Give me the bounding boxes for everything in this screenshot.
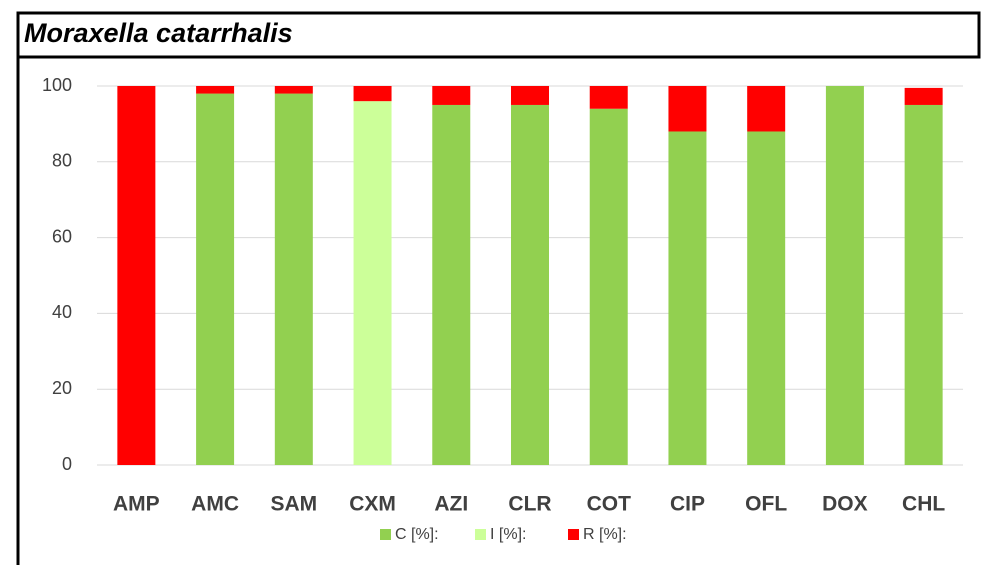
bar-segment (668, 131, 707, 466)
x-tick-label: COT (587, 493, 632, 516)
x-tick-label: AMP (113, 493, 160, 516)
x-tick-label: OFL (745, 493, 787, 516)
bar-segment (432, 104, 471, 465)
y-tick-label: 20 (52, 378, 72, 398)
legend-label: I [%]: (490, 526, 526, 543)
bar-segment (589, 108, 628, 466)
y-tick-label: 80 (52, 151, 72, 171)
x-tick-label: CLR (508, 493, 551, 516)
bar-segment (904, 104, 943, 465)
bar-segment (747, 86, 786, 132)
x-tick-label: CXM (349, 493, 396, 516)
bar-segment (904, 87, 943, 105)
legend-label: R [%]: (583, 526, 627, 543)
chart-title: Moraxella catarrhalis (24, 18, 293, 48)
x-tick-label: CIP (670, 493, 705, 516)
bar-segment (274, 93, 313, 465)
bar-segment (511, 104, 549, 465)
bar-segment (668, 86, 707, 132)
y-tick-label: 0 (62, 454, 72, 474)
bar-segment (353, 101, 392, 465)
x-tick-label: SAM (270, 493, 317, 516)
bar-segment (274, 86, 313, 94)
x-tick-label: AMC (191, 493, 239, 516)
y-tick-label: 40 (52, 302, 72, 322)
bar-segment (353, 86, 392, 102)
bar-segment (825, 86, 864, 465)
bar-segment (511, 86, 549, 105)
bar-segment (589, 86, 628, 109)
bar-segment (432, 86, 471, 105)
x-tick-label: AZI (434, 493, 468, 516)
legend-swatch (380, 529, 391, 540)
bar-segment (747, 131, 786, 466)
x-tick-label: CHL (902, 493, 945, 516)
y-tick-label: 100 (42, 75, 72, 95)
bar-segment (196, 86, 235, 94)
y-tick-label: 60 (52, 226, 72, 246)
bar-segment (196, 93, 235, 465)
x-tick-label: DOX (822, 493, 868, 516)
legend-swatch (568, 529, 579, 540)
title-box (16, 11, 981, 59)
legend-swatch (475, 529, 486, 540)
legend-label: C [%]: (395, 526, 439, 543)
bar-segment (117, 86, 156, 465)
